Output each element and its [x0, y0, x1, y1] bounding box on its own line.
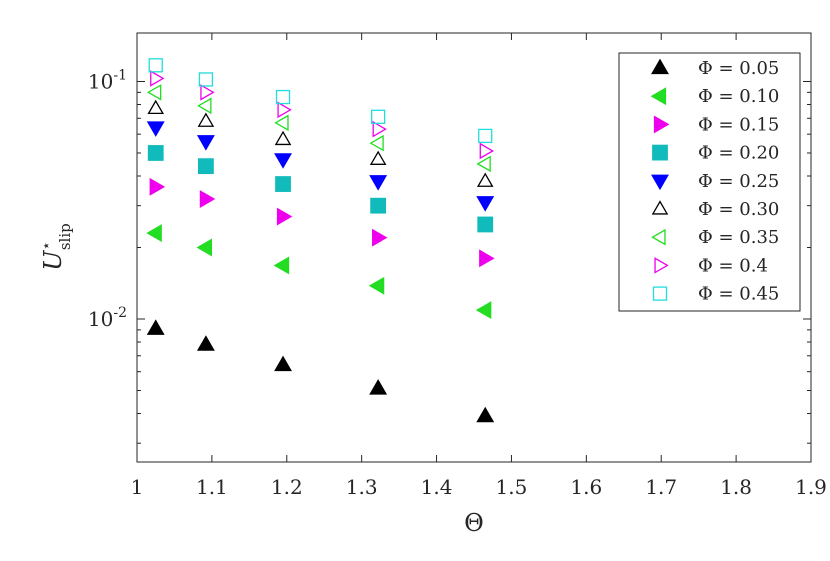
x-tick-label: 1.9	[795, 475, 827, 499]
data-point	[196, 335, 215, 351]
y-axis-label-superscript: ⋆	[37, 241, 55, 250]
y-minor-ticks	[137, 91, 811, 444]
y-axis-label-subscript: slip	[56, 223, 74, 250]
data-point	[146, 224, 162, 243]
data-point	[277, 101, 292, 119]
legend-label: Φ = 0.25	[698, 171, 779, 192]
x-tick-label: 1.4	[421, 475, 453, 499]
data-point	[197, 97, 212, 115]
data-point	[369, 150, 387, 165]
data-point	[372, 120, 387, 138]
data-point	[197, 158, 214, 175]
svg-text:U⋆slip: U⋆slip	[37, 223, 74, 271]
x-ticks: 1 1.1 1.2 1.3 1.4 1.5 1.6 1.7 1.8 1.9	[131, 33, 827, 499]
data-point	[372, 228, 388, 247]
data-point	[370, 197, 387, 214]
legend-marker	[651, 174, 669, 191]
data-point	[275, 89, 291, 105]
x-tick-label: 1.8	[720, 475, 752, 499]
legend-label: Φ = 0.35	[698, 227, 779, 248]
legend-marker	[651, 58, 669, 75]
data-point	[475, 301, 492, 320]
x-tick-label: 1.3	[346, 475, 378, 499]
y-ticks: 10-2 10-1	[88, 67, 811, 331]
data-point	[150, 70, 165, 87]
data-point	[146, 319, 165, 335]
legend-marker	[654, 257, 669, 274]
data-point	[274, 114, 289, 132]
data-point	[196, 238, 213, 257]
plot-frame	[136, 32, 812, 463]
legend-label: Φ = 0.30	[698, 199, 779, 220]
legend-marker	[650, 87, 667, 106]
data-point	[200, 84, 215, 101]
data-point	[476, 172, 494, 187]
x-tick-label: 1.1	[196, 475, 228, 499]
y-axis-label: U⋆slip	[37, 223, 74, 271]
legend-label: Φ = 0.05	[698, 58, 779, 79]
legend-label: Φ = 0.20	[698, 143, 779, 164]
legend: Φ = 0.05 Φ = 0.10 Φ = 0.15 Φ = 0.20 Φ = 0.25…	[618, 52, 801, 312]
x-tick-label: 1	[131, 475, 144, 499]
data-point	[476, 406, 495, 423]
data-point	[146, 121, 165, 137]
legend-label: Φ = 0.4	[698, 255, 768, 276]
data-point	[147, 99, 164, 115]
legend-marker	[653, 115, 670, 134]
legend-box	[618, 52, 801, 312]
legend-label: Φ = 0.10	[698, 86, 779, 107]
data-point	[196, 135, 215, 151]
x-tick-label: 1.6	[570, 475, 602, 499]
y-axis-label-base: U	[39, 250, 67, 271]
data-point	[199, 190, 216, 208]
legend-marker	[651, 228, 666, 246]
legend-marker	[652, 144, 668, 161]
data-point	[146, 84, 162, 101]
data-point	[479, 249, 495, 268]
data-point	[149, 177, 166, 196]
legend-label: Φ = 0.45	[698, 284, 779, 305]
data-markers	[146, 58, 495, 423]
data-point	[147, 145, 164, 161]
y-tick-label: 10-2	[88, 305, 127, 331]
legend-marker	[651, 200, 669, 215]
data-point	[369, 134, 384, 152]
data-point	[273, 256, 290, 275]
data-point	[274, 153, 292, 169]
data-point	[370, 109, 386, 124]
data-point	[274, 355, 292, 372]
data-point	[368, 276, 385, 295]
legend-marker	[652, 286, 668, 301]
data-point	[369, 175, 388, 191]
data-point	[275, 176, 291, 192]
data-point	[477, 216, 494, 233]
x-tick-label: 1.5	[496, 475, 528, 499]
data-point	[476, 155, 491, 173]
data-point	[198, 72, 214, 87]
data-point	[197, 112, 215, 127]
data-point	[479, 142, 494, 160]
data-point	[148, 58, 163, 73]
x-tick-label: 1.2	[271, 475, 303, 499]
data-point	[276, 207, 293, 226]
data-point	[476, 196, 495, 212]
legend-label: Φ = 0.15	[698, 114, 779, 135]
data-point	[274, 130, 292, 146]
y-tick-label: 10-1	[88, 67, 127, 93]
x-tick-label: 1.7	[645, 475, 677, 499]
data-point	[369, 379, 388, 395]
data-point	[478, 128, 493, 144]
x-axis-label: Θ	[464, 509, 484, 537]
